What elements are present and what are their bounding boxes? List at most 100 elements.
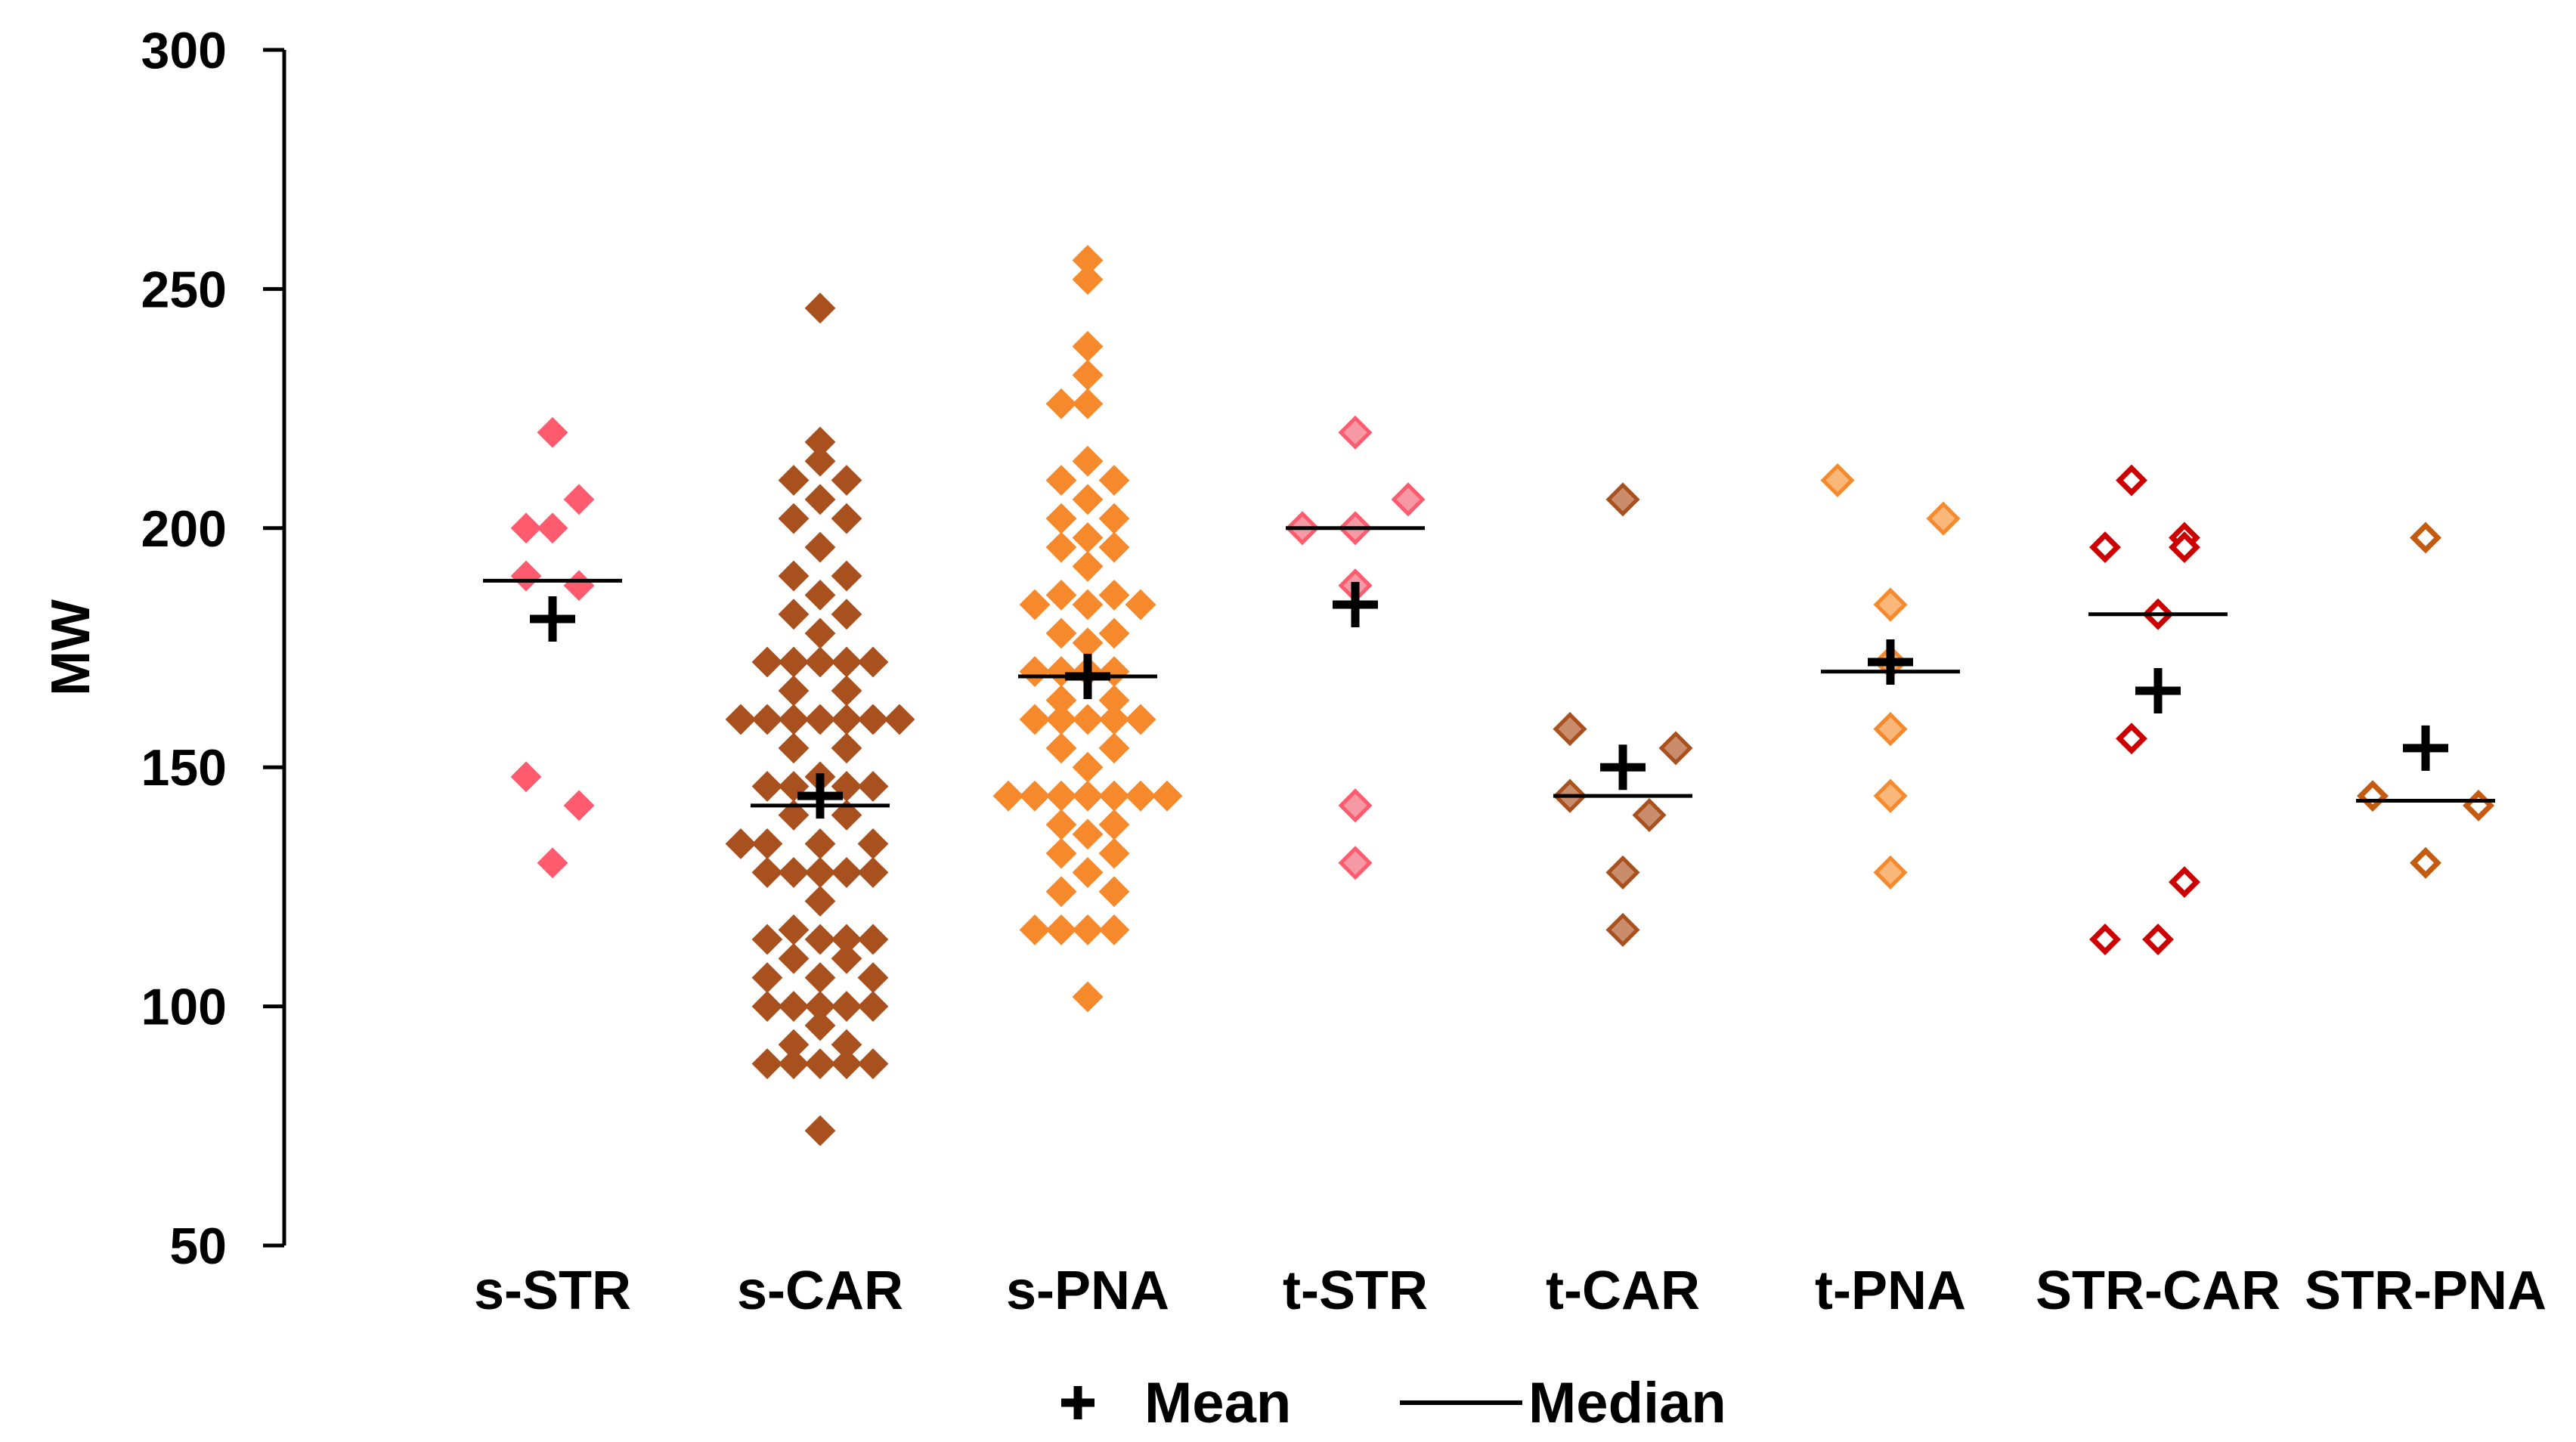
x-category-label: t-PNA: [1815, 1261, 1966, 1321]
data-point: [884, 704, 915, 735]
data-point: [1553, 712, 1587, 747]
data-point: [831, 800, 862, 831]
data-point: [857, 991, 889, 1023]
data-point: [1045, 656, 1077, 688]
data-point: [1019, 656, 1051, 688]
data-point: [2169, 531, 2200, 564]
data-point: [751, 828, 783, 859]
data-point: [1045, 914, 1077, 945]
data-point: [1098, 531, 1130, 563]
data-point: [778, 991, 810, 1023]
data-point: [778, 646, 810, 678]
mean-marker: [2403, 725, 2448, 771]
data-point: [1873, 712, 1908, 747]
data-point: [778, 800, 810, 831]
data-point: [537, 847, 568, 879]
data-point: [1019, 914, 1051, 945]
data-point: [2116, 723, 2147, 755]
series-s-PNA: [992, 245, 1183, 1013]
data-point: [1098, 704, 1130, 735]
data-point: [778, 857, 810, 888]
data-point: [857, 828, 889, 859]
mean-marker: [1065, 653, 1110, 699]
series-STR-CAR: [2089, 464, 2200, 955]
data-point: [2169, 866, 2200, 899]
data-point: [751, 1048, 783, 1079]
data-point: [751, 857, 783, 888]
data-point: [1045, 704, 1077, 735]
data-point: [2410, 521, 2441, 554]
series-s-CAR: [725, 292, 915, 1146]
series-t-PNA: [1820, 463, 1961, 890]
data-point: [2116, 464, 2147, 497]
data-point: [804, 885, 836, 917]
data-point: [1151, 780, 1183, 812]
data-point: [1072, 857, 1104, 888]
x-category-label: s-PNA: [1006, 1261, 1169, 1321]
data-point: [1072, 484, 1104, 515]
data-point: [1045, 809, 1077, 840]
data-point: [1045, 876, 1077, 908]
mean-marker: [530, 596, 575, 642]
data-point: [1873, 778, 1908, 813]
data-point: [563, 570, 595, 602]
data-point: [804, 1010, 836, 1041]
data-point: [1338, 846, 1373, 880]
data-point: [857, 771, 889, 802]
data-point: [1045, 503, 1077, 534]
data-point: [804, 1048, 836, 1079]
data-point: [831, 942, 862, 974]
data-point: [1045, 837, 1077, 869]
data-point: [804, 292, 836, 324]
data-point: [804, 962, 836, 994]
data-point: [831, 675, 862, 707]
series-s-STR: [510, 416, 595, 879]
data-point: [1605, 855, 1640, 890]
data-point: [1098, 656, 1130, 688]
data-point: [1658, 731, 1693, 766]
data-point: [831, 732, 862, 764]
data-point: [831, 1048, 862, 1079]
data-point: [1045, 531, 1077, 563]
data-point: [1072, 522, 1104, 553]
data-point: [2089, 924, 2121, 955]
data-point: [2357, 780, 2389, 812]
data-point: [778, 942, 810, 974]
data-point: [563, 484, 595, 515]
x-category-label: s-STR: [474, 1261, 631, 1321]
data-point: [857, 1048, 889, 1079]
legend-mean-label: Mean: [1144, 1371, 1291, 1435]
data-point: [725, 704, 757, 735]
data-point: [804, 531, 836, 563]
data-point: [1098, 465, 1130, 496]
data-point: [1045, 388, 1077, 419]
data-point: [1019, 589, 1051, 620]
data-point: [1605, 912, 1640, 947]
data-point: [1098, 837, 1130, 869]
y-tick-label: 300: [141, 22, 227, 79]
data-point: [1391, 482, 1426, 517]
data-point: [751, 962, 783, 994]
x-category-label: STR-CAR: [2036, 1261, 2280, 1321]
data-point: [1605, 482, 1640, 517]
data-point: [804, 445, 836, 477]
series-t-STR: [1285, 415, 1426, 880]
data-point: [831, 465, 862, 496]
data-point: [2142, 924, 2174, 955]
data-point: [804, 646, 836, 678]
data-point: [2089, 531, 2121, 564]
data-point: [804, 1115, 836, 1146]
data-point: [563, 790, 595, 822]
data-point: [778, 914, 810, 945]
data-point: [1072, 780, 1104, 812]
x-category-label: t-CAR: [1546, 1261, 1700, 1321]
data-point: [1098, 732, 1130, 764]
data-point: [2410, 846, 2441, 879]
data-point: [1072, 704, 1104, 735]
data-point: [1072, 388, 1104, 419]
data-point: [751, 991, 783, 1023]
data-point: [1926, 501, 1961, 536]
mean-marker: [797, 773, 843, 819]
data-point: [1045, 780, 1077, 812]
data-point: [1072, 981, 1104, 1013]
